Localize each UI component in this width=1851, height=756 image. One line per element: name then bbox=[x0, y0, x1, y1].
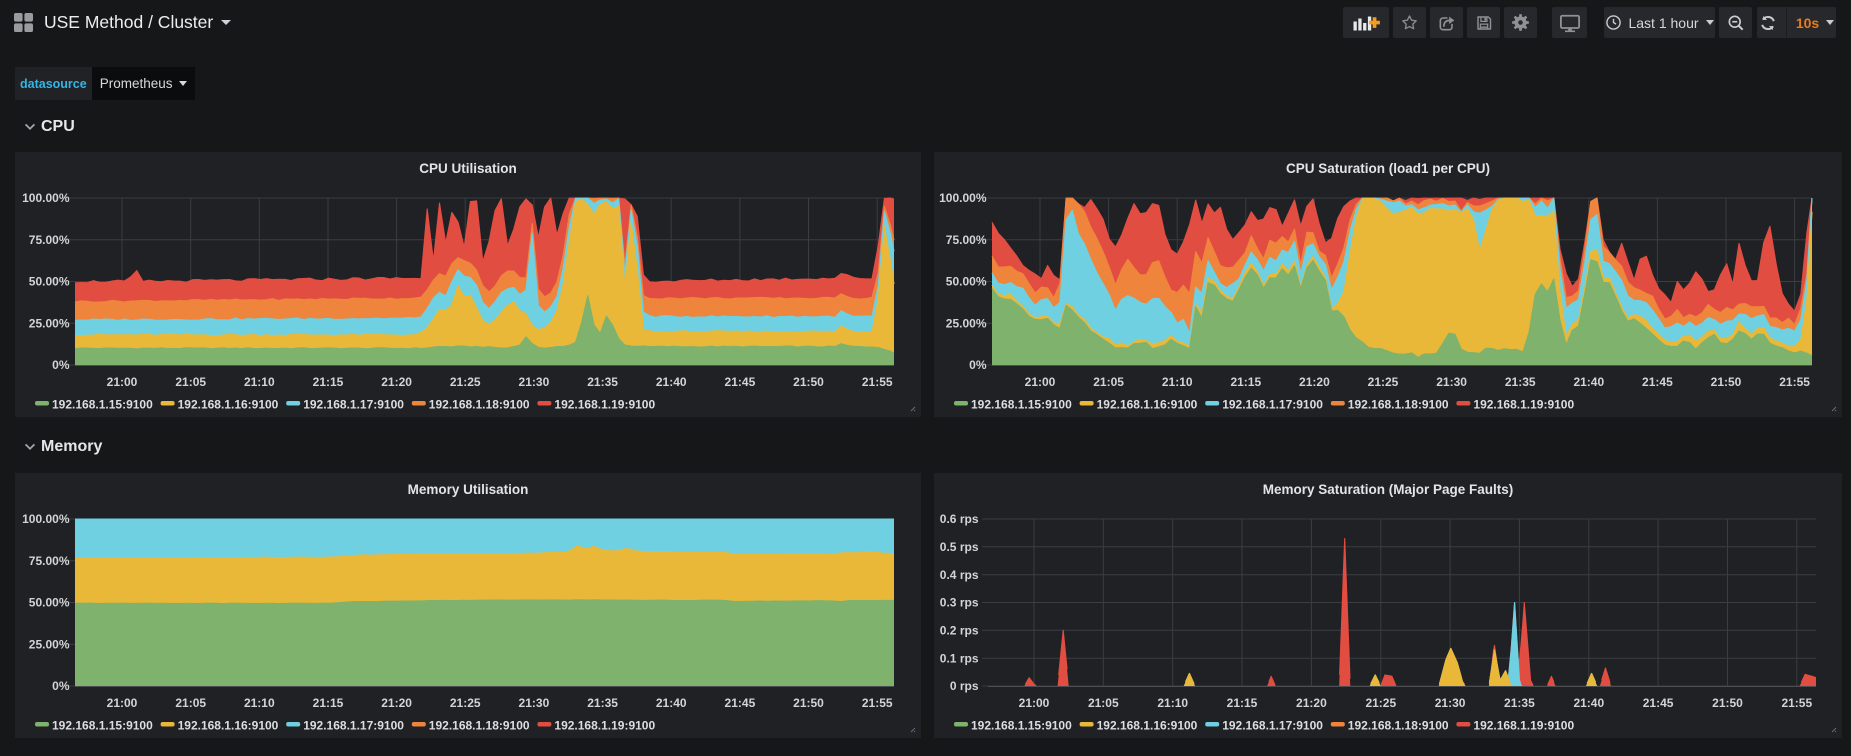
svg-text:192.168.1.15:9100: 192.168.1.15:9100 bbox=[52, 719, 153, 733]
svg-text:21:40: 21:40 bbox=[1573, 696, 1604, 710]
svg-text:21:55: 21:55 bbox=[862, 375, 893, 389]
svg-text:75.00%: 75.00% bbox=[946, 233, 987, 247]
svg-text:21:15: 21:15 bbox=[1227, 696, 1258, 710]
svg-text:21:15: 21:15 bbox=[1230, 375, 1261, 389]
svg-text:21:15: 21:15 bbox=[313, 696, 344, 710]
svg-text:21:20: 21:20 bbox=[381, 375, 412, 389]
svg-text:192.168.1.18:9100: 192.168.1.18:9100 bbox=[1348, 719, 1449, 733]
svg-text:50.00%: 50.00% bbox=[29, 596, 70, 610]
svg-text:21:35: 21:35 bbox=[587, 375, 618, 389]
svg-text:0.4 rps: 0.4 rps bbox=[940, 568, 979, 582]
svg-text:21:50: 21:50 bbox=[1711, 375, 1742, 389]
svg-text:192.168.1.16:9100: 192.168.1.16:9100 bbox=[1097, 719, 1198, 733]
svg-text:21:00: 21:00 bbox=[1019, 696, 1050, 710]
svg-text:192.168.1.18:9100: 192.168.1.18:9100 bbox=[1348, 398, 1449, 412]
svg-text:0%: 0% bbox=[52, 358, 70, 372]
svg-text:75.00%: 75.00% bbox=[29, 554, 70, 568]
svg-text:25.00%: 25.00% bbox=[946, 316, 987, 330]
svg-text:21:50: 21:50 bbox=[793, 696, 824, 710]
svg-text:192.168.1.15:9100: 192.168.1.15:9100 bbox=[971, 398, 1072, 412]
svg-text:0.1 rps: 0.1 rps bbox=[940, 651, 979, 665]
svg-text:100.00%: 100.00% bbox=[939, 191, 987, 205]
svg-text:21:05: 21:05 bbox=[175, 375, 206, 389]
svg-text:192.168.1.16:9100: 192.168.1.16:9100 bbox=[1097, 398, 1198, 412]
svg-text:0 rps: 0 rps bbox=[950, 679, 979, 693]
svg-text:Memory Saturation (Major Page: Memory Saturation (Major Page Faults) bbox=[1263, 482, 1514, 497]
svg-text:192.168.1.15:9100: 192.168.1.15:9100 bbox=[971, 719, 1072, 733]
svg-text:192.168.1.17:9100: 192.168.1.17:9100 bbox=[303, 398, 404, 412]
svg-text:21:35: 21:35 bbox=[1505, 375, 1536, 389]
svg-text:21:05: 21:05 bbox=[175, 696, 206, 710]
svg-text:192.168.1.18:9100: 192.168.1.18:9100 bbox=[429, 719, 530, 733]
svg-text:21:40: 21:40 bbox=[656, 696, 687, 710]
svg-text:0.3 rps: 0.3 rps bbox=[940, 596, 979, 610]
svg-text:21:40: 21:40 bbox=[1573, 375, 1604, 389]
svg-text:21:05: 21:05 bbox=[1093, 375, 1124, 389]
svg-text:21:45: 21:45 bbox=[1643, 696, 1674, 710]
svg-text:50.00%: 50.00% bbox=[29, 275, 70, 289]
svg-text:21:25: 21:25 bbox=[450, 696, 481, 710]
svg-text:192.168.1.19:9100: 192.168.1.19:9100 bbox=[1473, 398, 1574, 412]
svg-text:21:35: 21:35 bbox=[1504, 696, 1535, 710]
svg-text:21:45: 21:45 bbox=[725, 375, 756, 389]
svg-text:21:10: 21:10 bbox=[1157, 696, 1188, 710]
svg-text:25.00%: 25.00% bbox=[29, 637, 70, 651]
svg-text:21:15: 21:15 bbox=[313, 375, 344, 389]
svg-text:21:10: 21:10 bbox=[1162, 375, 1193, 389]
svg-text:192.168.1.16:9100: 192.168.1.16:9100 bbox=[178, 719, 279, 733]
svg-text:192.168.1.19:9100: 192.168.1.19:9100 bbox=[554, 719, 655, 733]
svg-text:21:25: 21:25 bbox=[1368, 375, 1399, 389]
svg-text:0%: 0% bbox=[52, 679, 70, 693]
svg-text:0%: 0% bbox=[969, 358, 987, 372]
svg-text:21:00: 21:00 bbox=[1025, 375, 1056, 389]
svg-text:192.168.1.18:9100: 192.168.1.18:9100 bbox=[429, 398, 530, 412]
svg-text:21:00: 21:00 bbox=[107, 375, 138, 389]
svg-text:75.00%: 75.00% bbox=[29, 233, 70, 247]
svg-text:21:25: 21:25 bbox=[1365, 696, 1396, 710]
svg-text:21:20: 21:20 bbox=[1299, 375, 1330, 389]
svg-text:0.2 rps: 0.2 rps bbox=[940, 624, 979, 638]
svg-text:21:50: 21:50 bbox=[793, 375, 824, 389]
svg-text:21:10: 21:10 bbox=[244, 375, 275, 389]
svg-text:21:30: 21:30 bbox=[519, 696, 550, 710]
svg-text:21:50: 21:50 bbox=[1712, 696, 1743, 710]
svg-text:21:05: 21:05 bbox=[1088, 696, 1119, 710]
svg-text:192.168.1.17:9100: 192.168.1.17:9100 bbox=[1222, 719, 1323, 733]
svg-text:21:55: 21:55 bbox=[1781, 696, 1812, 710]
svg-text:21:20: 21:20 bbox=[381, 696, 412, 710]
svg-text:192.168.1.16:9100: 192.168.1.16:9100 bbox=[178, 398, 279, 412]
svg-text:21:25: 21:25 bbox=[450, 375, 481, 389]
svg-text:CPU Utilisation: CPU Utilisation bbox=[419, 161, 517, 176]
svg-text:100.00%: 100.00% bbox=[22, 512, 70, 526]
svg-text:21:30: 21:30 bbox=[1435, 696, 1466, 710]
svg-text:100.00%: 100.00% bbox=[22, 191, 70, 205]
svg-text:21:35: 21:35 bbox=[587, 696, 618, 710]
svg-text:192.168.1.17:9100: 192.168.1.17:9100 bbox=[303, 719, 404, 733]
svg-text:CPU Saturation (load1 per CPU): CPU Saturation (load1 per CPU) bbox=[1286, 161, 1490, 176]
svg-text:21:00: 21:00 bbox=[107, 696, 138, 710]
svg-text:192.168.1.17:9100: 192.168.1.17:9100 bbox=[1222, 398, 1323, 412]
svg-text:50.00%: 50.00% bbox=[946, 275, 987, 289]
svg-text:Memory Utilisation: Memory Utilisation bbox=[408, 482, 529, 497]
svg-text:0.5 rps: 0.5 rps bbox=[940, 540, 979, 554]
svg-text:21:30: 21:30 bbox=[519, 375, 550, 389]
svg-text:192.168.1.15:9100: 192.168.1.15:9100 bbox=[52, 398, 153, 412]
svg-text:21:40: 21:40 bbox=[656, 375, 687, 389]
svg-text:21:55: 21:55 bbox=[862, 696, 893, 710]
svg-text:192.168.1.19:9100: 192.168.1.19:9100 bbox=[1473, 719, 1574, 733]
svg-text:21:45: 21:45 bbox=[725, 696, 756, 710]
svg-text:25.00%: 25.00% bbox=[29, 316, 70, 330]
svg-text:21:10: 21:10 bbox=[244, 696, 275, 710]
svg-text:21:45: 21:45 bbox=[1642, 375, 1673, 389]
svg-text:0.6 rps: 0.6 rps bbox=[940, 512, 979, 526]
svg-text:192.168.1.19:9100: 192.168.1.19:9100 bbox=[554, 398, 655, 412]
svg-text:21:30: 21:30 bbox=[1436, 375, 1467, 389]
svg-text:21:55: 21:55 bbox=[1779, 375, 1810, 389]
svg-text:21:20: 21:20 bbox=[1296, 696, 1327, 710]
